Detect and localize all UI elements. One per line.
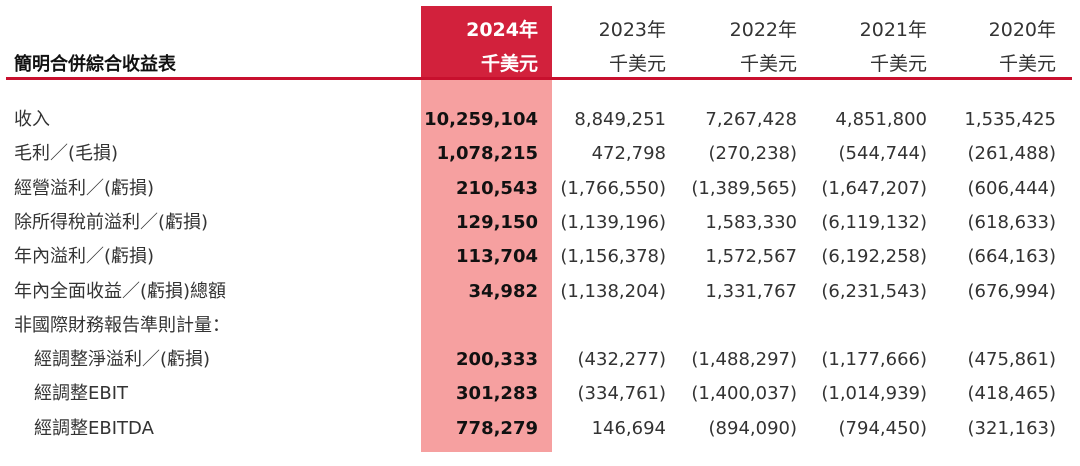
table-row: 收入 10,259,104 8,849,251 7,267,428 4,851,800 1…	[0, 103, 1080, 137]
highlight-column-header-bg	[421, 6, 552, 80]
cell-value: (321,163)	[967, 417, 1056, 439]
cell-value: 7,267,428	[705, 109, 797, 130]
row-label: 經調整淨溢利／(虧損)	[34, 349, 211, 371]
column-unit-3: 千美元	[869, 53, 927, 75]
cell-value: (1,389,565)	[691, 177, 797, 199]
cell-value: (1,156,378)	[560, 246, 666, 268]
table-row: 經營溢利／(虧損) 210,543 (1,766,550) (1,389,565) (1…	[0, 172, 1080, 206]
cell-value: 210,543	[456, 177, 538, 199]
column-unit-4: 千美元	[998, 53, 1056, 75]
table-title: 簡明合併綜合收益表	[14, 54, 176, 75]
cell-value: (618,633)	[967, 211, 1056, 233]
cell-value: (6,231,543)	[821, 280, 927, 302]
table-row: 年內溢利／(虧損) 113,704 (1,156,378) 1,572,567 (6,1…	[0, 240, 1080, 274]
row-label: 非國際財務報告準則計量：	[14, 314, 230, 336]
cell-value: (1,138,204)	[560, 280, 666, 302]
highlight-column-2024	[421, 6, 552, 452]
cell-value: (1,139,196)	[560, 211, 666, 233]
cell-value: 8,849,251	[574, 109, 666, 130]
column-year-0: 2024年	[466, 19, 538, 41]
row-label: 毛利／(毛損)	[14, 143, 119, 165]
cell-value: 146,694	[591, 417, 666, 439]
table-row: 毛利／(毛損) 1,078,215 472,798 (270,238) (544,744…	[0, 137, 1080, 171]
table-row: 經調整EBITDA 778,279 146,694 (894,090) (794,450…	[0, 412, 1080, 446]
cell-value: 778,279	[456, 417, 538, 439]
cell-value: 301,283	[456, 383, 538, 405]
cell-value: (432,277)	[577, 349, 666, 371]
table-row: 經調整淨溢利／(虧損) 200,333 (432,277) (1,488,297) (1…	[0, 343, 1080, 377]
cell-value: (606,444)	[967, 177, 1056, 199]
cell-value: (1,400,037)	[691, 383, 797, 405]
cell-value: (1,766,550)	[560, 177, 666, 199]
cell-value: 1,583,330	[705, 211, 797, 233]
cell-value: (1,177,666)	[821, 349, 927, 371]
cell-value: 4,851,800	[835, 109, 927, 130]
cell-value: 34,982	[468, 280, 538, 302]
cell-value: (6,192,258)	[821, 246, 927, 268]
column-unit-1: 千美元	[608, 53, 666, 75]
row-label: 經營溢利／(虧損)	[14, 177, 155, 199]
cell-value: (544,744)	[838, 143, 927, 165]
cell-value: 113,704	[456, 246, 538, 268]
cell-value: (1,488,297)	[691, 349, 797, 371]
cell-value: (664,163)	[967, 246, 1056, 268]
column-year-1: 2023年	[598, 19, 666, 41]
cell-value: (270,238)	[708, 143, 797, 165]
cell-value: (794,450)	[838, 417, 927, 439]
cell-value: 1,535,425	[964, 109, 1056, 130]
highlight-column-body-bg	[421, 80, 552, 452]
cell-value: 200,333	[456, 349, 538, 371]
row-label: 年內全面收益／(虧損)總額	[14, 280, 227, 302]
cell-value: 1,572,567	[705, 246, 797, 268]
cell-value: 1,331,767	[705, 280, 797, 302]
cell-value: (1,647,207)	[821, 177, 927, 199]
column-year-4: 2020年	[988, 19, 1056, 41]
header-divider	[6, 77, 1072, 80]
row-label: 經調整EBIT	[34, 383, 129, 405]
cell-value: 10,259,104	[424, 109, 538, 130]
table-row: 非國際財務報告準則計量：	[0, 309, 1080, 343]
column-year-2: 2022年	[729, 19, 797, 41]
cell-value: 129,150	[456, 211, 538, 233]
cell-value: (676,994)	[967, 280, 1056, 302]
table-row: 除所得稅前溢利／(虧損) 129,150 (1,139,196) 1,583,330 (…	[0, 206, 1080, 240]
cell-value: (475,861)	[967, 349, 1056, 371]
table-row: 經調整EBIT 301,283 (334,761) (1,400,037) (1,014…	[0, 377, 1080, 411]
cell-value: (334,761)	[577, 383, 666, 405]
cell-value: (418,465)	[967, 383, 1056, 405]
table-row: 年內全面收益／(虧損)總額 34,982 (1,138,204) 1,331,767 (…	[0, 275, 1080, 309]
cell-value: (894,090)	[708, 417, 797, 439]
row-label: 年內溢利／(虧損)	[14, 246, 155, 268]
column-unit-2: 千美元	[739, 53, 797, 75]
column-unit-0: 千美元	[480, 53, 538, 75]
row-label: 除所得稅前溢利／(虧損)	[14, 211, 209, 233]
cell-value: (6,119,132)	[821, 211, 927, 233]
column-year-3: 2021年	[859, 19, 927, 41]
cell-value: 472,798	[591, 143, 666, 165]
cell-value: (261,488)	[967, 143, 1056, 165]
cell-value: (1,014,939)	[821, 383, 927, 405]
cell-value: 1,078,215	[436, 143, 538, 165]
row-label: 經調整EBITDA	[34, 417, 154, 439]
row-label: 收入	[14, 109, 50, 130]
